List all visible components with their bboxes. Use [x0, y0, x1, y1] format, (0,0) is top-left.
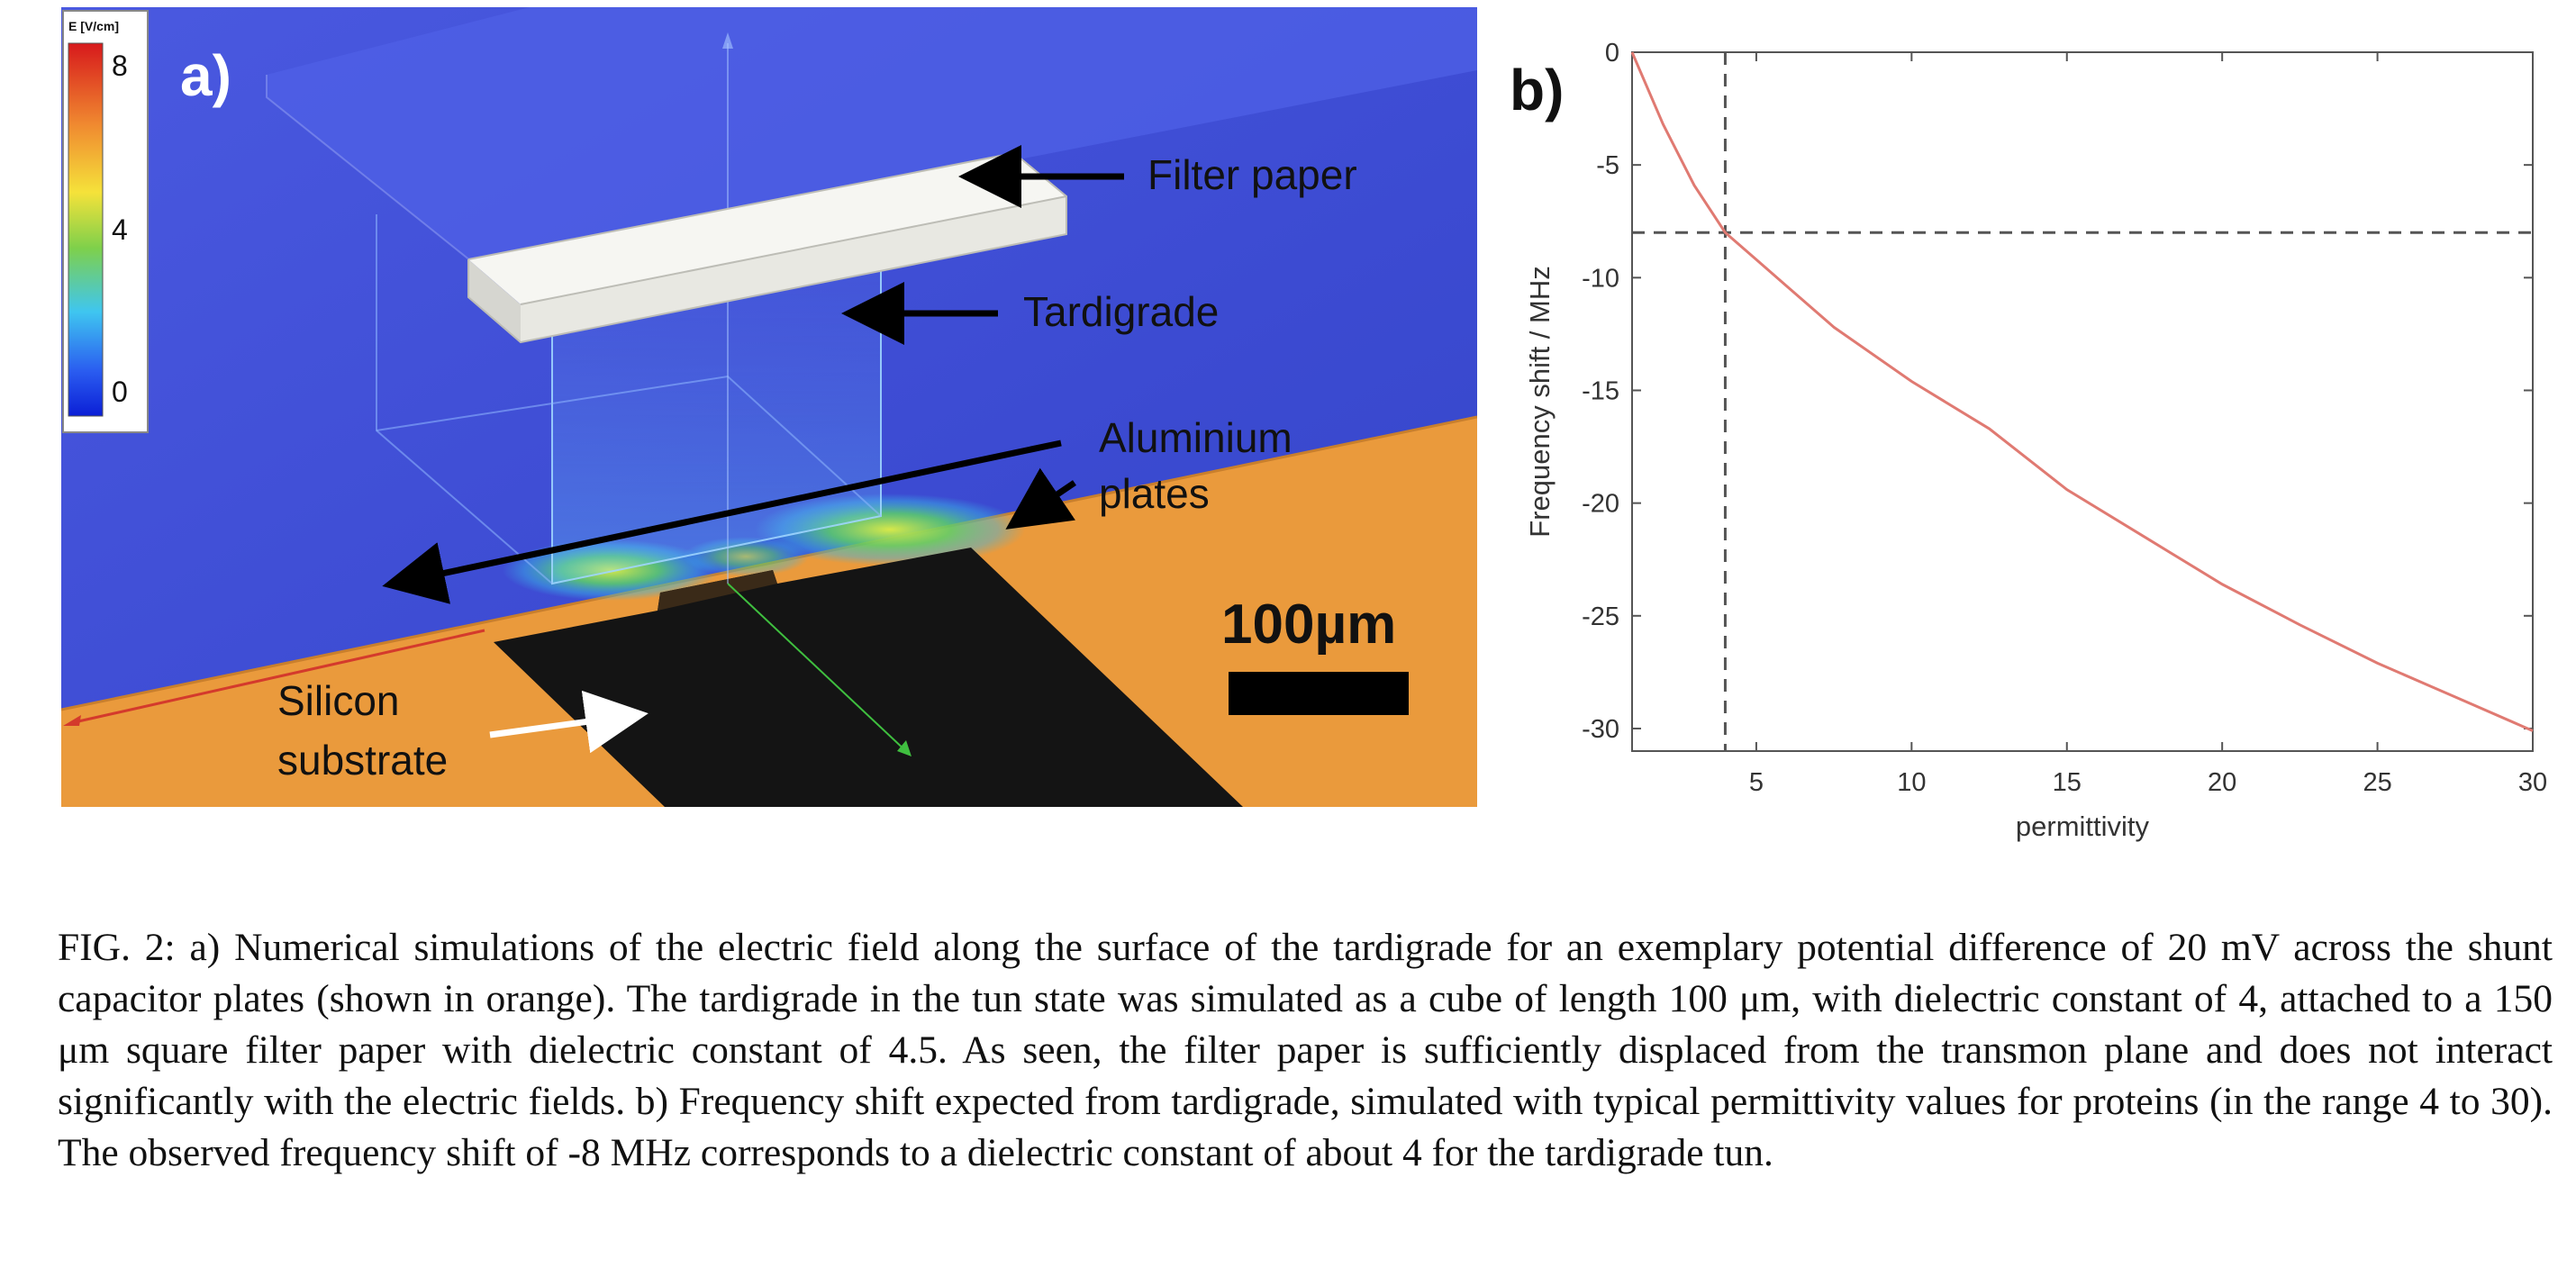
y-tick-label: -20	[1582, 490, 1619, 519]
aluminium-arrow-long	[382, 439, 1062, 604]
tardigrade-label: Tardigrade	[1023, 288, 1219, 335]
figure-caption: FIG. 2: a) Numerical simulations of the …	[58, 926, 2553, 1174]
scale-bar-label: 100µm	[1221, 593, 1396, 656]
chart-series	[1630, 51, 2534, 732]
chart-reference-lines	[1632, 52, 2533, 751]
aluminium-label-line2: plates	[1099, 470, 1210, 517]
chart-ticks: 5 10 15 20 25 30 0 -5 -10 -15 -20 -25 -30	[1582, 39, 2547, 797]
frequency-shift-chart: b) 5 10 15 20 25 30 0 -5 -10 -15 -20 -25 -30 permitt…	[1510, 39, 2547, 842]
colorbar-title: E [V/cm]	[68, 19, 119, 33]
y-tick-label: -10	[1582, 264, 1619, 293]
aluminium-arrow-short	[1005, 467, 1076, 530]
y-tick-label: 0	[1605, 39, 1619, 68]
colorbar-tick-0: 0	[112, 376, 128, 408]
y-axis-label: Frequency shift / MHz	[1524, 266, 1556, 537]
x-axis-arrow-icon	[63, 715, 81, 726]
plot-frame	[1631, 51, 2534, 752]
panel-b-label: b)	[1510, 58, 1564, 122]
colorbar-tick-4: 4	[112, 213, 128, 246]
silicon-arrow	[489, 690, 649, 754]
filter-paper-side	[521, 196, 1066, 342]
filter-paper-label: Filter paper	[1147, 151, 1357, 198]
y-axis-line	[727, 583, 909, 754]
series-line	[1630, 51, 2534, 732]
x-axis-label: permittivity	[2016, 811, 2150, 842]
x-tick-label: 25	[2363, 768, 2391, 797]
y-axis-arrow-icon	[897, 740, 912, 756]
x-tick-label: 15	[2053, 768, 2082, 797]
panel-a-label: a)	[180, 43, 231, 108]
x-axis-line	[69, 629, 485, 725]
filter-paper-front	[468, 259, 521, 342]
colorbar-tick-8: 8	[112, 50, 128, 82]
x-tick-label: 20	[2208, 768, 2236, 797]
filter-paper-slab-edge	[266, 75, 503, 287]
filter-paper-top-slab	[267, 7, 1477, 286]
scale-bar	[1229, 672, 1409, 715]
y-tick-label: -30	[1582, 715, 1619, 744]
y-tick-label: -5	[1596, 151, 1619, 180]
y-tick-label: -25	[1582, 602, 1619, 631]
aluminium-plate	[494, 548, 1243, 807]
x-tick-label: 5	[1749, 768, 1764, 797]
silicon-label-line1: Silicon	[277, 677, 400, 724]
aluminium-plate-edge	[658, 570, 777, 611]
aluminium-label-line1: Aluminium	[1099, 414, 1293, 461]
silicon-label-line2: substrate	[277, 737, 448, 783]
filter-paper-ridge	[520, 195, 1067, 305]
filter-paper-top	[468, 153, 1066, 304]
x-tick-label: 30	[2518, 768, 2547, 797]
x-tick-label: 10	[1897, 768, 1926, 797]
colorbar-gradient	[68, 42, 104, 417]
simulation-panel: E [V/cm] 8 4 0 a) Filter paper Tardigrad…	[61, 7, 1477, 807]
z-axis-arrow-icon	[722, 32, 733, 49]
y-tick-label: -15	[1582, 376, 1619, 405]
